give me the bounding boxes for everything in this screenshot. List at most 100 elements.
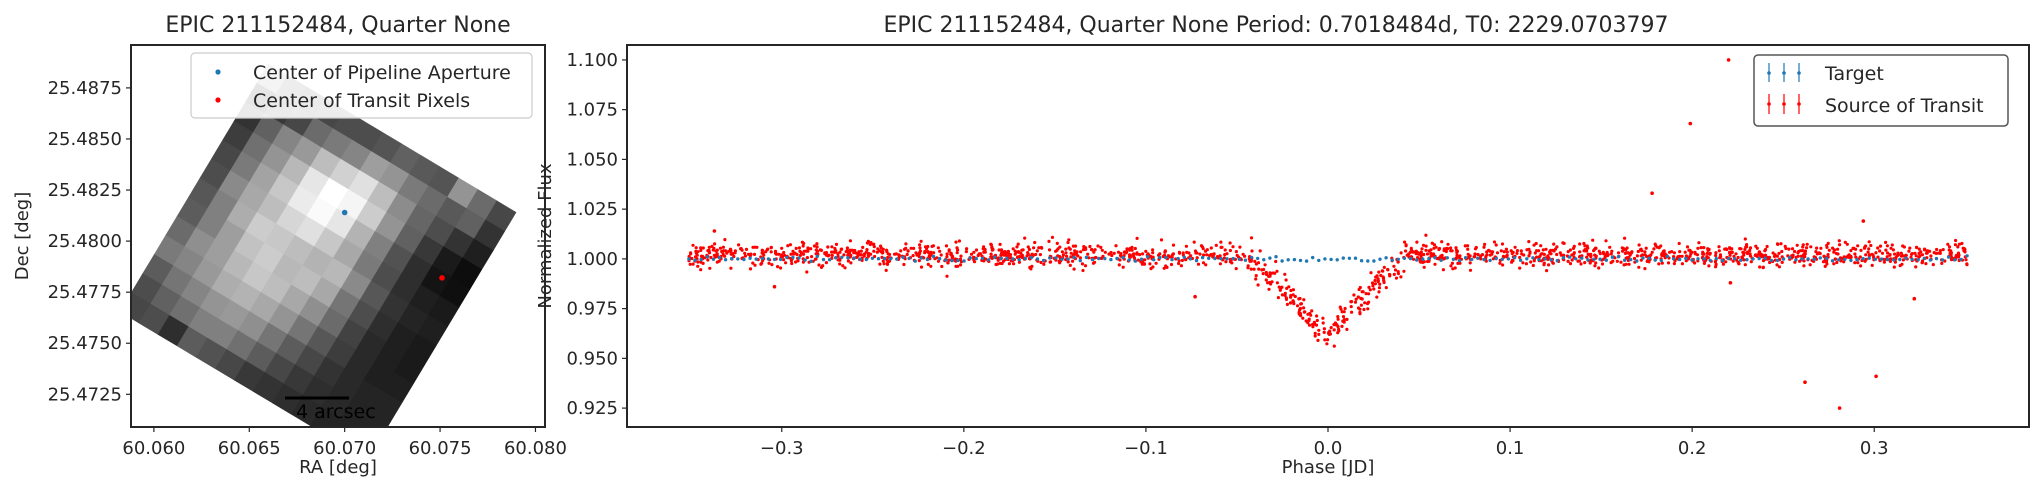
source-of-transit-point: [699, 248, 703, 252]
target-point: [699, 257, 703, 262]
left-x-tick-label: 60.070: [313, 438, 376, 459]
target-point: [1800, 257, 1804, 261]
source-of-transit-point: [1586, 246, 1590, 250]
left-y-tick-label: 25.4775: [48, 282, 122, 303]
left-legend-box: [190, 52, 533, 119]
source-of-transit-point: [1003, 250, 1008, 254]
target-point: [754, 257, 758, 261]
source-of-transit-point: [1591, 238, 1595, 242]
source-of-transit-point: [1845, 242, 1849, 246]
source-of-transit-point: [1539, 244, 1543, 248]
source-of-transit-point: [989, 243, 994, 247]
source-of-transit-point: [1803, 249, 1808, 253]
source-of-transit-point: [1610, 249, 1614, 253]
target-point: [1317, 258, 1321, 263]
source-of-transit-point: [1054, 249, 1058, 253]
target-point: [1879, 257, 1884, 261]
source-of-transit-point: [1814, 250, 1818, 254]
source-of-transit-point: [886, 255, 890, 260]
source-of-transit-point: [1492, 240, 1497, 244]
source-of-transit-point: [1317, 332, 1321, 336]
target-point: [1934, 256, 1939, 261]
source-of-transit-point: [1071, 259, 1075, 263]
source-of-transit-point: [917, 259, 921, 263]
source-of-transit-point: [1836, 252, 1840, 256]
source-of-transit-point: [954, 264, 958, 268]
source-of-transit-point: [944, 244, 949, 248]
pixel-cell: [335, 417, 355, 426]
source-of-transit-point: [1683, 250, 1687, 254]
source-of-transit-point: [1738, 247, 1742, 251]
source-of-transit-point: [911, 254, 915, 258]
source-of-transit-point: [1301, 316, 1305, 320]
source-of-transit-point: [1000, 261, 1004, 266]
source-of-transit-point: [712, 253, 717, 257]
source-of-transit-point: [830, 253, 834, 257]
source-of-transit-point: [1484, 255, 1488, 259]
source-of-transit-point: [1920, 260, 1924, 264]
source-of-transit-point: [1101, 254, 1105, 258]
source-of-transit-point: [1494, 243, 1498, 247]
source-of-transit-point: [688, 262, 692, 266]
left-x-tick-label: 60.065: [218, 438, 281, 459]
source-of-transit-point: [1680, 254, 1684, 258]
source-of-transit-point: [1914, 254, 1918, 258]
target-point: [1598, 257, 1602, 261]
source-of-transit-point: [1154, 261, 1158, 265]
target-point: [1622, 258, 1627, 262]
pipeline-aperture-center-marker: [341, 209, 348, 216]
source-of-transit-point: [887, 252, 892, 257]
source-of-transit-point: [1200, 245, 1204, 249]
source-of-transit-point: [1854, 247, 1858, 251]
source-of-transit-point: [904, 242, 908, 246]
source-of-transit-point: [1055, 241, 1059, 245]
source-of-transit-point: [1833, 257, 1837, 261]
source-of-transit-point: [729, 252, 733, 256]
source-of-transit-point: [1289, 288, 1293, 293]
target-point: [993, 255, 997, 259]
source-of-transit-point: [1919, 250, 1923, 254]
source-of-transit-point: [1531, 263, 1535, 268]
source-of-transit-point: [918, 243, 922, 247]
source-of-transit-point: [939, 253, 943, 257]
source-of-transit-point: [1775, 263, 1779, 267]
source-of-transit-point: [694, 251, 699, 255]
source-of-transit-point: [1643, 267, 1647, 271]
source-of-transit-point: [1920, 253, 1924, 257]
source-of-transit-point: [974, 248, 979, 252]
target-point: [1812, 257, 1816, 261]
source-of-transit-point: [1706, 256, 1710, 260]
source-of-transit-point: [1144, 249, 1148, 253]
source-of-transit-point: [1066, 240, 1070, 245]
source-of-transit-point: [1378, 282, 1382, 286]
source-of-transit-point: [1801, 243, 1805, 247]
source-of-transit-point: [1083, 264, 1088, 268]
target-point: [1213, 256, 1217, 261]
source-of-transit-outlier: [1837, 406, 1842, 410]
source-of-transit-point: [1084, 247, 1088, 251]
source-of-transit-point: [1956, 245, 1960, 249]
target-point: [1415, 258, 1419, 262]
legend-label-transit-pixels: Center of Transit Pixels: [253, 90, 470, 112]
source-of-transit-point: [969, 252, 974, 256]
target-point: [1873, 257, 1878, 261]
source-of-transit-outlier: [1912, 296, 1917, 301]
target-point: [1531, 256, 1535, 260]
target-point: [974, 256, 978, 261]
target-point: [1256, 256, 1260, 261]
source-of-transit-point: [1399, 251, 1403, 255]
source-of-transit-point: [1589, 254, 1593, 258]
source-of-transit-point: [1403, 240, 1407, 244]
source-of-transit-point: [1350, 310, 1354, 314]
source-of-transit-point: [764, 250, 768, 254]
source-of-transit-point: [1323, 338, 1327, 342]
source-of-transit-point: [972, 250, 976, 254]
source-of-transit-point: [1359, 303, 1363, 307]
source-of-transit-point: [713, 242, 717, 246]
target-point: [870, 256, 875, 260]
target-point: [687, 257, 691, 261]
target-point: [1023, 256, 1027, 261]
source-of-transit-point: [806, 249, 810, 253]
source-of-transit-point: [1404, 249, 1408, 253]
